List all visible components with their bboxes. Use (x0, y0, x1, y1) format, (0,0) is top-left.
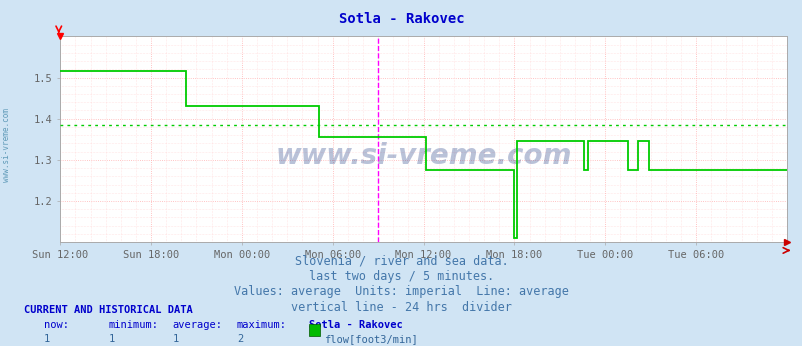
Text: www.si-vreme.com: www.si-vreme.com (275, 142, 571, 170)
Text: Values: average  Units: imperial  Line: average: Values: average Units: imperial Line: av… (233, 285, 569, 299)
Text: 1: 1 (172, 334, 179, 344)
Text: now:: now: (44, 320, 69, 330)
Text: www.si-vreme.com: www.si-vreme.com (2, 108, 11, 182)
Text: last two days / 5 minutes.: last two days / 5 minutes. (309, 270, 493, 283)
Text: Slovenia / river and sea data.: Slovenia / river and sea data. (294, 254, 508, 267)
Text: flow[foot3/min]: flow[foot3/min] (323, 334, 417, 344)
Text: 1: 1 (44, 334, 51, 344)
Text: average:: average: (172, 320, 222, 330)
Text: Sotla - Rakovec: Sotla - Rakovec (309, 320, 403, 330)
Text: Sotla - Rakovec: Sotla - Rakovec (338, 12, 464, 26)
Text: 1: 1 (108, 334, 115, 344)
Text: CURRENT AND HISTORICAL DATA: CURRENT AND HISTORICAL DATA (24, 305, 192, 315)
Text: maximum:: maximum: (237, 320, 286, 330)
Text: 2: 2 (237, 334, 243, 344)
Text: minimum:: minimum: (108, 320, 158, 330)
Text: vertical line - 24 hrs  divider: vertical line - 24 hrs divider (290, 301, 512, 314)
